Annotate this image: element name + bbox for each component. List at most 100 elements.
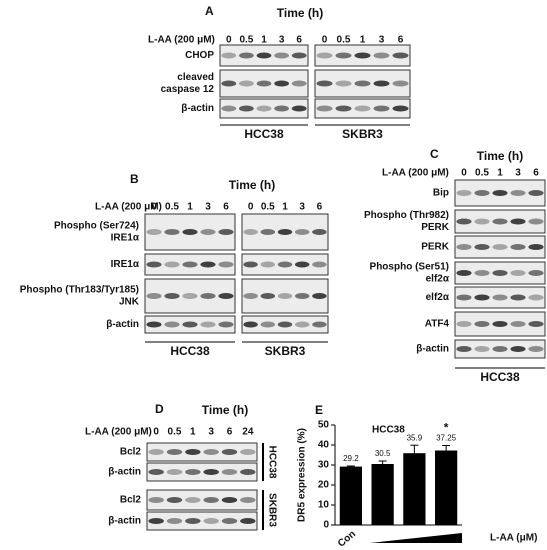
row-label: elf2α: [426, 274, 450, 285]
band: [392, 52, 409, 59]
cell-label: SKBR3: [266, 493, 277, 527]
band: [203, 449, 219, 455]
band: [354, 80, 371, 87]
band: [182, 293, 198, 299]
row-label: Phospho (Thr982): [364, 210, 449, 221]
band: [274, 80, 289, 87]
band: [146, 293, 162, 299]
band: [164, 293, 180, 299]
lane-label: 1: [187, 202, 193, 213]
band: [148, 518, 164, 524]
band: [200, 261, 216, 268]
band: [335, 105, 352, 112]
cell-label: HCC38: [170, 344, 210, 358]
y-tick-label: 50: [318, 420, 330, 431]
blot: [454, 235, 546, 259]
band: [291, 105, 307, 112]
lane-label: 0: [248, 202, 254, 213]
band: [148, 497, 164, 503]
lane-label: 3: [515, 168, 521, 179]
band: [200, 321, 216, 328]
lane-label: 1: [261, 35, 267, 46]
band: [221, 497, 238, 503]
band: [291, 52, 307, 59]
lane-label: 6: [227, 427, 233, 438]
band: [474, 294, 490, 301]
band: [312, 321, 327, 328]
band: [239, 80, 254, 87]
blot: [314, 98, 411, 119]
band: [185, 497, 201, 503]
cell-label: HCC38: [266, 446, 277, 479]
band: [182, 261, 198, 268]
blot: [219, 98, 309, 119]
panel-letter: A: [205, 4, 214, 18]
band: [510, 346, 526, 352]
band: [203, 497, 219, 503]
row-label: cleaved: [177, 72, 214, 83]
y-axis-label: DR5 expression (%): [297, 428, 308, 522]
row-label: β-actin: [416, 344, 449, 355]
band: [510, 244, 526, 250]
band: [492, 346, 508, 352]
band: [456, 190, 472, 196]
row-label: Bcl2: [120, 495, 142, 506]
band: [492, 218, 508, 225]
band: [316, 80, 333, 87]
bar: [339, 466, 362, 525]
band: [510, 218, 526, 225]
row-label: Bip: [433, 188, 449, 199]
band: [294, 293, 310, 299]
band: [492, 244, 508, 250]
band: [277, 293, 293, 299]
bar: [403, 453, 426, 525]
band: [260, 229, 276, 235]
row-label: PERK: [421, 222, 450, 233]
band: [218, 293, 234, 299]
band: [528, 190, 544, 196]
band: [474, 190, 490, 196]
lane-label: 3: [279, 35, 285, 46]
dose-wedge: [370, 533, 462, 543]
band: [528, 270, 544, 276]
lane-label: 0.5: [261, 202, 275, 213]
band: [182, 229, 198, 235]
blot: [146, 511, 258, 531]
band: [240, 497, 256, 503]
lane-label: 6: [398, 35, 404, 46]
band: [166, 497, 183, 503]
y-tick-label: 30: [318, 460, 330, 471]
lane-label: 6: [533, 168, 539, 179]
cell-label: HCC38: [244, 127, 284, 141]
row-label: β-actin: [108, 516, 141, 527]
row-label: β-actin: [108, 467, 141, 478]
band: [373, 80, 390, 87]
band: [354, 105, 371, 112]
band: [316, 105, 333, 112]
band: [456, 244, 472, 250]
band: [164, 321, 180, 328]
band: [528, 244, 544, 250]
band: [492, 294, 508, 301]
band: [164, 229, 180, 235]
band: [148, 469, 164, 475]
value-label: 29.2: [343, 454, 359, 463]
band: [243, 321, 258, 328]
band: [474, 346, 490, 352]
band: [239, 52, 254, 59]
band: [312, 261, 327, 268]
panel-letter: C: [430, 147, 439, 161]
blot: [146, 462, 258, 482]
cell-label: HCC38: [480, 370, 520, 384]
band: [335, 52, 352, 59]
band: [240, 449, 256, 455]
lane-label: 3: [379, 35, 385, 46]
band: [456, 218, 472, 225]
row-label: β-actin: [106, 319, 139, 330]
y-tick-label: 20: [318, 480, 330, 491]
lane-label: 0.5: [168, 427, 182, 438]
lane-label: 1: [282, 202, 288, 213]
band: [277, 321, 293, 328]
band: [243, 229, 258, 235]
band: [200, 293, 216, 299]
